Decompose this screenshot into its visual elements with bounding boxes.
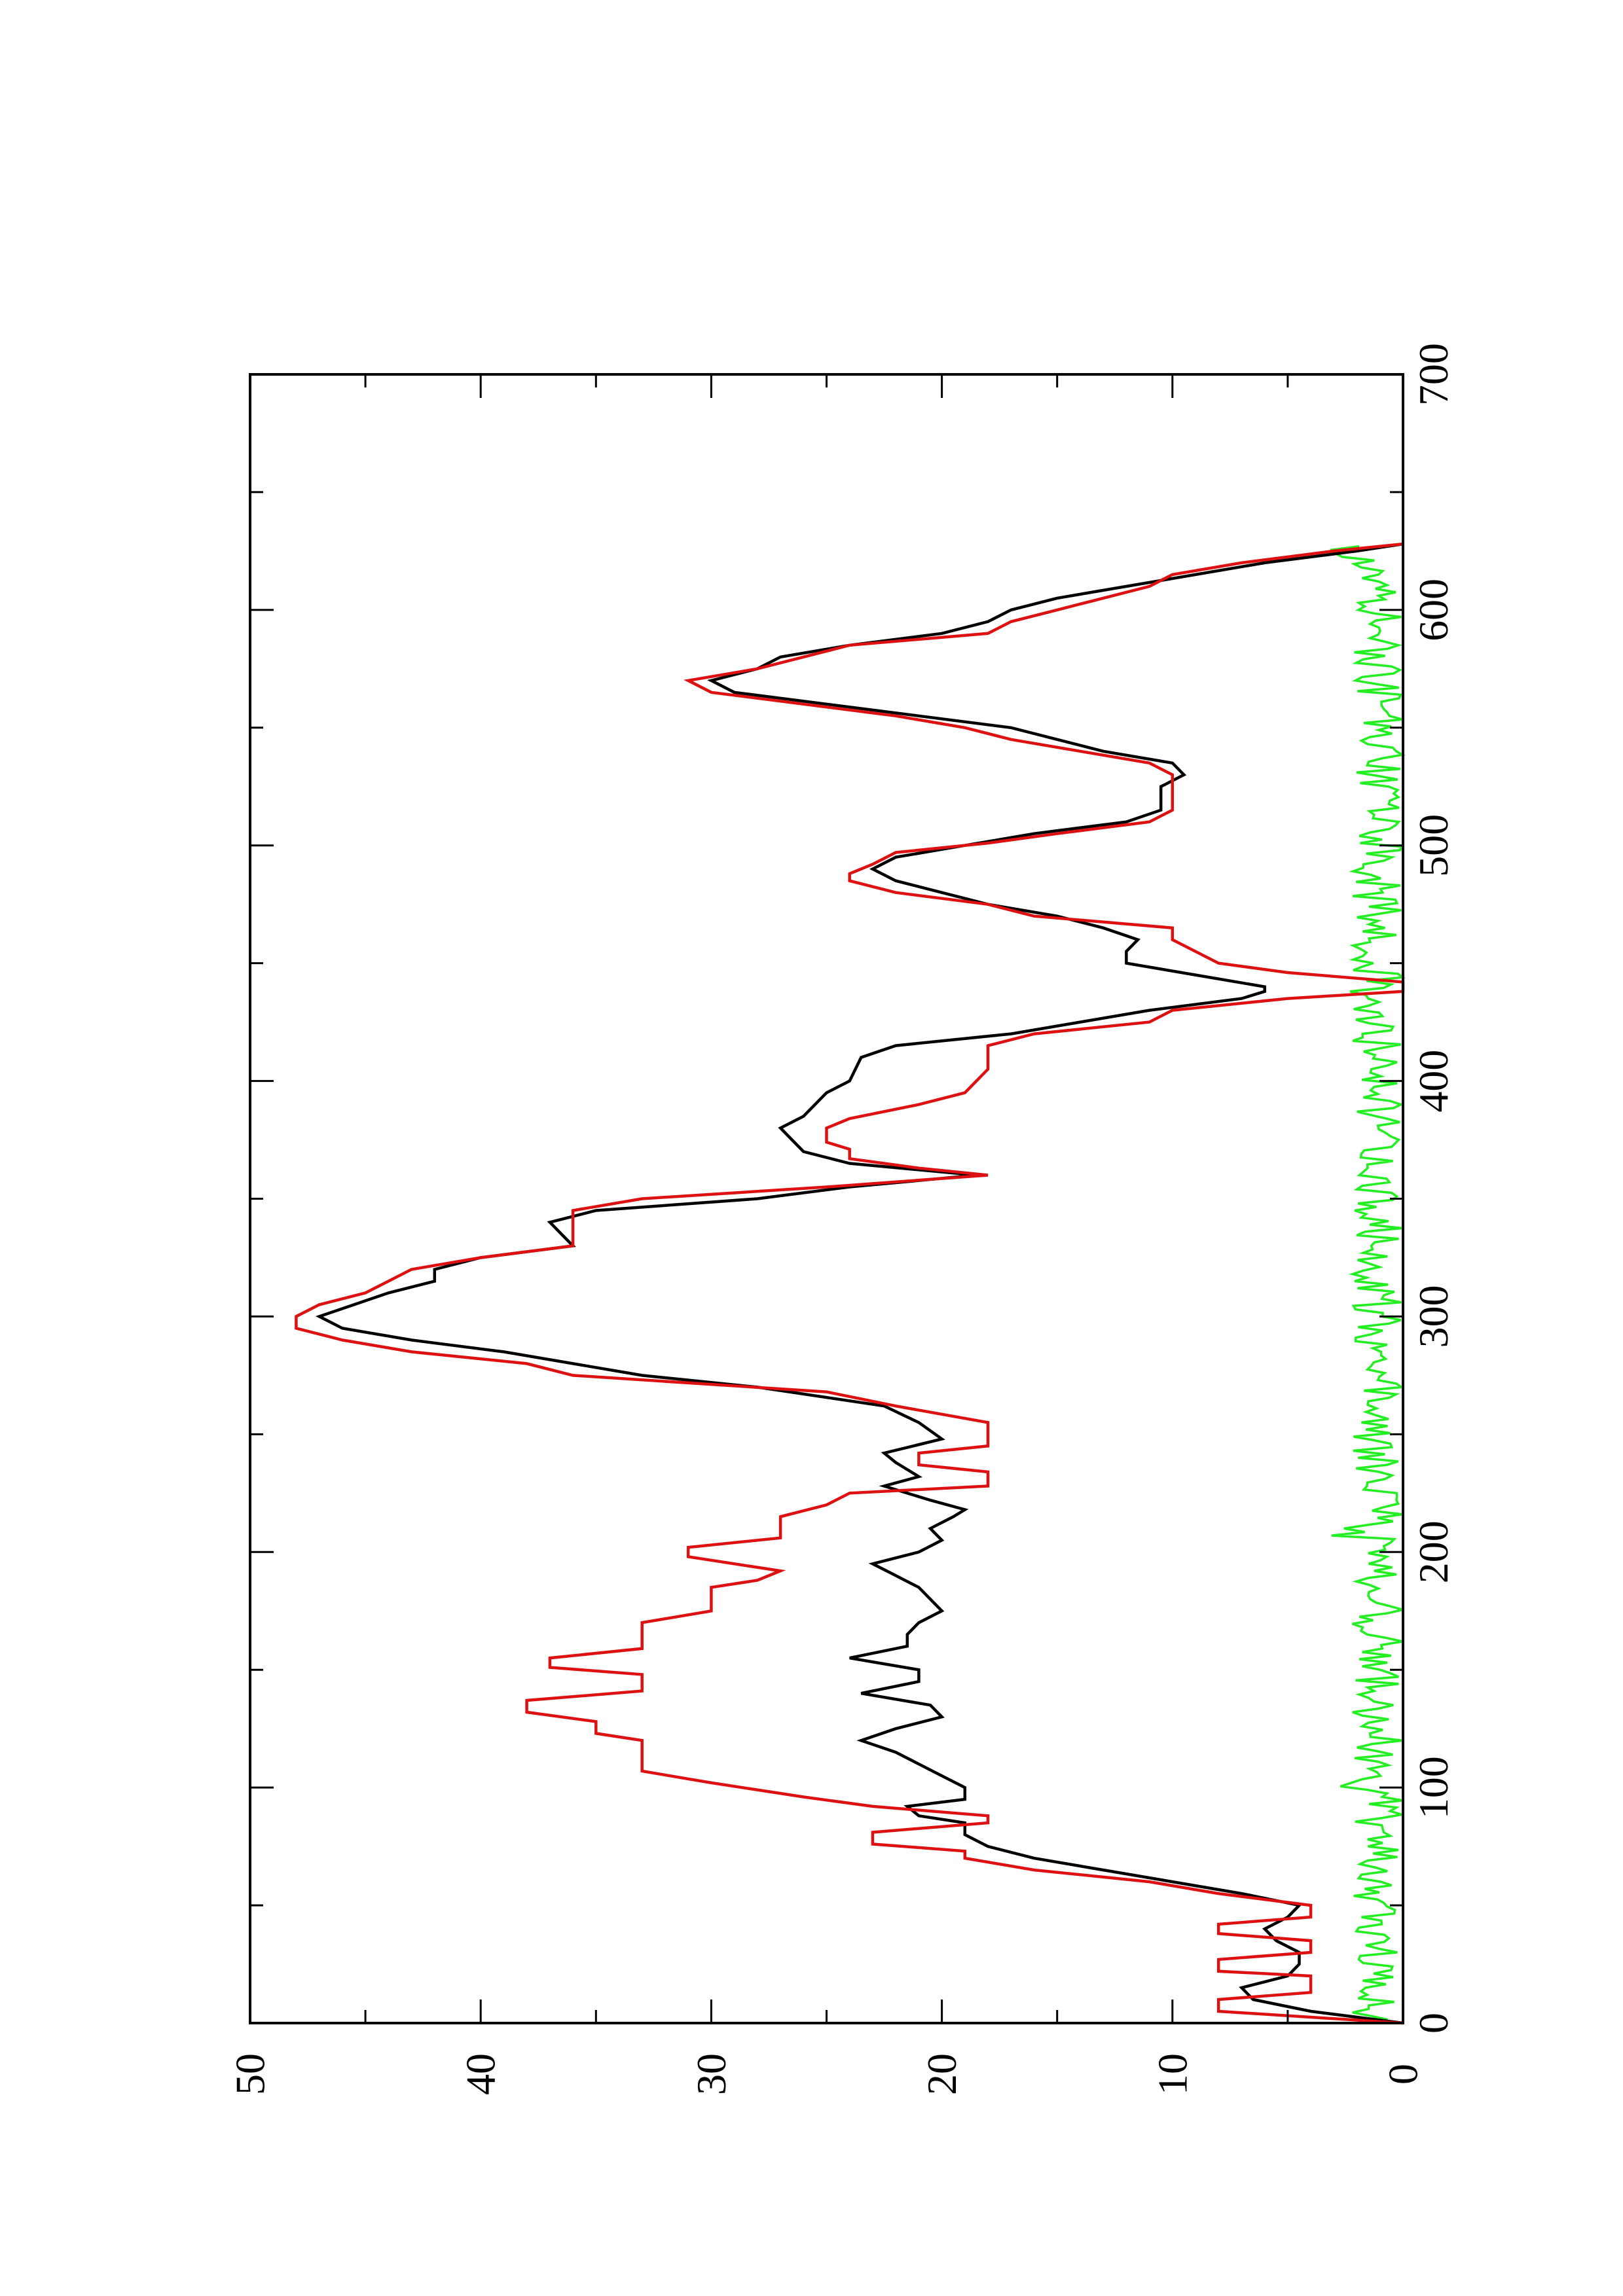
y-tick-label: 0 [1380, 2064, 1427, 2085]
axis-tick-labels: 0 100 200 300 400 500 600 700 0 10 20 30 40 50 [227, 343, 1457, 2095]
y-tick-label: 10 [1149, 2053, 1195, 2095]
plot-area [295, 542, 1406, 2025]
x-tick-label: 100 [1410, 1756, 1457, 1819]
x-tick-label: 0 [1410, 2013, 1457, 2034]
y-tick-label: 20 [919, 2053, 965, 2095]
x-tick-label: 700 [1410, 343, 1457, 406]
green-series-line [1329, 545, 1406, 2024]
red-series-line [295, 542, 1405, 2025]
x-tick-label: 500 [1410, 814, 1457, 877]
x-tick-label: 200 [1410, 1520, 1457, 1583]
x-tick-label: 600 [1410, 579, 1457, 641]
y-tick-label: 50 [227, 2053, 274, 2095]
x-tick-label: 300 [1410, 1285, 1457, 1348]
y-tick-label: 40 [458, 2053, 504, 2095]
y-tick-label: 30 [688, 2053, 735, 2095]
x-tick-label: 400 [1410, 1050, 1457, 1113]
plot-frame [249, 373, 1404, 2024]
